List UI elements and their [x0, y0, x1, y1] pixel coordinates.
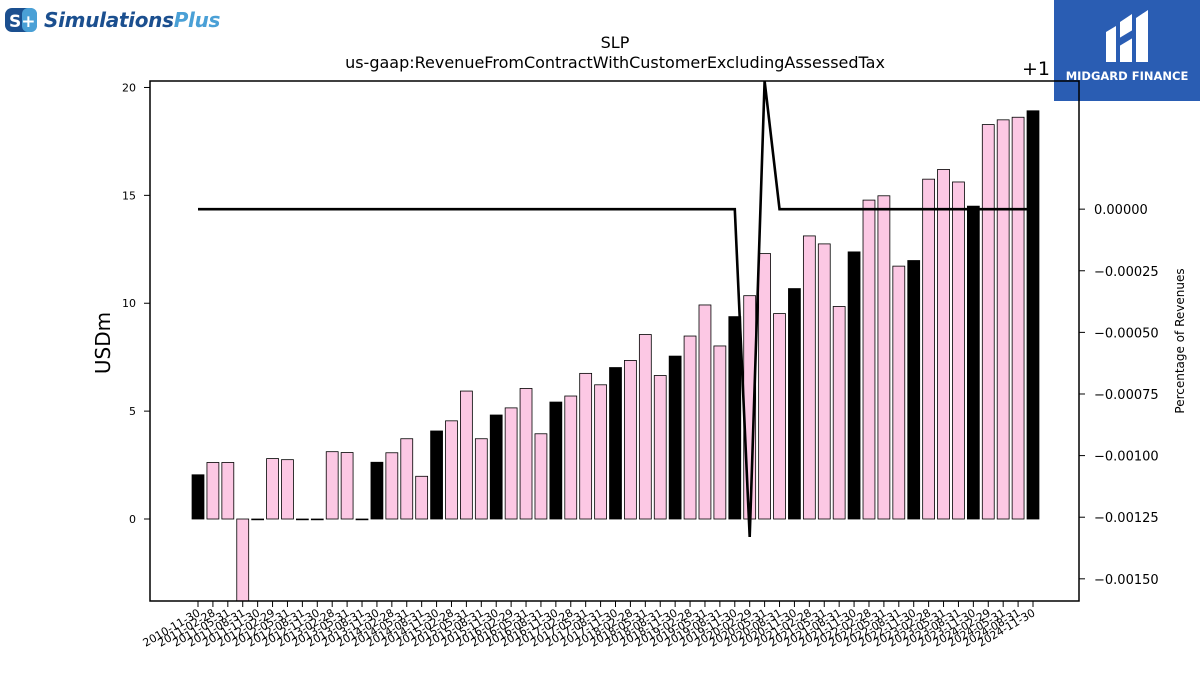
logo-word-accent: Plus [173, 8, 221, 32]
y-tick-label: 15 [122, 189, 136, 202]
bar-2020-11-30 [788, 288, 801, 520]
y2-tick-label: 0.00000 [1094, 203, 1148, 218]
bar-2013-05-31 [340, 452, 354, 520]
bar-2023-02-28 [922, 178, 935, 520]
y2-tick-label: −0.00125 [1094, 511, 1159, 526]
bar-2016-08-31 [534, 433, 548, 520]
bars-group [191, 110, 1040, 602]
bar-2022-02-28 [862, 199, 876, 520]
plot-frame [149, 80, 1080, 602]
left-y-axis: 0 5 10 15 20 [122, 81, 150, 526]
bar-2015-11-30 [489, 414, 503, 520]
bar-2011-02-28 [206, 462, 220, 520]
bar-2014-02-28 [385, 452, 399, 520]
bar-2021-11-30 [847, 251, 861, 520]
bar-2019-08-31 [713, 345, 727, 520]
midgard-emblem-icon [1106, 10, 1148, 62]
chart-title: SLP [601, 33, 630, 52]
bar-2012-08-31 [296, 518, 309, 521]
y-tick-label: 5 [129, 405, 136, 418]
bar-2018-02-28 [624, 360, 637, 520]
bar-2024-02-29 [981, 124, 995, 520]
bar-2024-08-31 [1011, 116, 1025, 520]
bar-2013-08-31 [355, 518, 369, 521]
y-tick-label: 10 [122, 297, 136, 310]
y2-offset-label: +1 [1022, 58, 1050, 80]
bar-2014-11-30 [430, 430, 443, 520]
midgard-brand-text: MIDGARD FINANCE [1065, 69, 1189, 83]
bar-2019-05-31 [698, 304, 712, 520]
bar-2018-05-31 [638, 334, 652, 520]
bar-2021-05-31 [817, 243, 831, 520]
bar-2021-02-28 [802, 235, 816, 520]
bar-2012-11-30 [310, 518, 324, 521]
y2-tick-label: −0.00150 [1094, 573, 1159, 588]
bar-2016-05-31 [519, 388, 533, 520]
bar-2022-11-30 [907, 260, 921, 520]
bar-2010-11-30 [191, 474, 205, 520]
bar-2020-08-31 [773, 313, 786, 520]
chart-subtitle: us-gaap:RevenueFromContractWithCustomerE… [345, 53, 885, 72]
bar-2014-08-31 [415, 475, 429, 520]
y-tick-label: 0 [129, 513, 136, 526]
bar-2022-05-31 [877, 195, 891, 520]
bar-2013-11-30 [370, 461, 384, 520]
bar-2011-11-30 [251, 518, 265, 521]
logo-word-main: Simulations [44, 8, 174, 32]
logo-badge-text: S+ [9, 12, 36, 32]
bar-2018-08-31 [653, 375, 667, 520]
bar-2017-08-31 [594, 384, 607, 520]
bar-2015-02-28 [445, 420, 458, 520]
bar-2017-05-31 [579, 372, 593, 520]
y2-tick-label: −0.00075 [1094, 388, 1159, 403]
x-axis: 2010-11-302011-02-282011-05-312011-08-31… [141, 601, 1038, 650]
bar-2023-11-30 [966, 205, 980, 520]
bar-2016-11-30 [549, 401, 563, 520]
percentage-of-revenues-line [198, 80, 1033, 537]
y2-axis-label: Percentage of Revenues [1173, 268, 1187, 413]
y2-tick-label: −0.00100 [1094, 450, 1159, 465]
bar-2022-08-31 [892, 265, 906, 520]
y-tick-label: 20 [122, 81, 136, 94]
bar-2013-02-28 [325, 451, 339, 520]
bar-2024-11-30 [1026, 110, 1040, 520]
bar-2024-05-31 [996, 119, 1010, 520]
y2-tick-label: −0.00050 [1094, 326, 1159, 341]
bar-2012-02-29 [266, 458, 279, 520]
simulations-plus-badge-icon: S+ [5, 8, 37, 32]
bar-2015-05-31 [460, 390, 473, 520]
simulations-plus-logo: S+ SimulationsPlus [4, 5, 220, 35]
bar-2023-05-31 [937, 169, 950, 520]
bar-2017-02-28 [564, 395, 578, 520]
y2-tick-label: −0.00025 [1094, 265, 1159, 280]
bar-2012-05-31 [281, 459, 294, 520]
bar-2015-08-31 [474, 438, 488, 520]
bar-2021-08-31 [832, 306, 846, 520]
bar-2011-05-31 [221, 462, 235, 520]
bar-2017-11-30 [609, 367, 622, 520]
bar-2019-11-30 [728, 316, 742, 520]
bar-2020-05-31 [758, 253, 771, 520]
bar-2019-02-28 [683, 335, 697, 520]
bar-2016-02-29 [504, 407, 518, 520]
bar-2014-05-31 [400, 438, 414, 520]
right-y-axis: 0.00000 −0.00025 −0.00050 −0.00075 −0.00100 −… [1079, 203, 1159, 588]
bar-2018-11-30 [668, 355, 682, 520]
bar-2011-08-31 [236, 518, 250, 602]
line-group [198, 80, 1033, 537]
logo-wordmark: SimulationsPlus [44, 8, 220, 32]
y-axis-label: USDm [91, 312, 115, 374]
bar-2023-08-31 [952, 181, 965, 520]
